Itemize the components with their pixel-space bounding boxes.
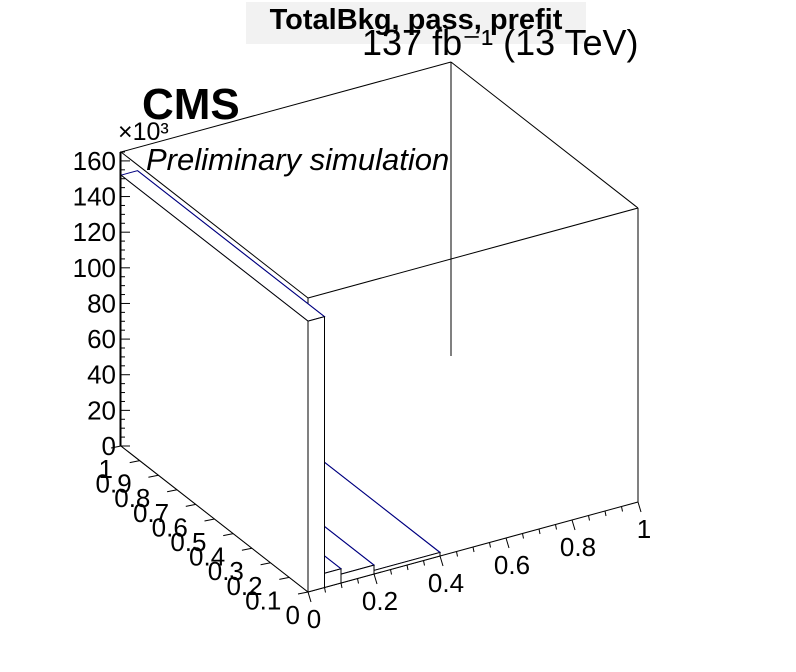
bar-outline <box>137 170 325 318</box>
z-tick-label: 120 <box>73 217 116 247</box>
x-tick-major <box>571 519 576 531</box>
y-tick-major <box>223 533 234 537</box>
z-tick-label: 140 <box>73 182 116 212</box>
y-tick-major <box>260 562 271 566</box>
y-tick-major <box>297 591 309 595</box>
x-tick-minor <box>588 515 590 521</box>
x-tick-minor <box>489 542 491 548</box>
title-box <box>246 2 586 44</box>
y-tick-major <box>129 460 140 464</box>
bar-front-face <box>307 316 325 593</box>
box-edge <box>307 207 639 299</box>
x-tick-minor <box>555 524 557 530</box>
z-tick-label: 0 <box>102 431 116 461</box>
x-tick-minor <box>340 582 343 589</box>
cms-label: CMS <box>142 80 240 129</box>
x-tick-minor <box>357 578 359 584</box>
axes: 02040608010012014016000.20.40.60.8100.10… <box>73 146 652 634</box>
y-tick-major <box>241 547 252 551</box>
x-tick-major <box>373 573 378 585</box>
x-tick-major <box>505 537 510 549</box>
y-tick-major <box>167 489 178 493</box>
y-tick-major <box>148 474 159 478</box>
x-tick-major <box>637 501 642 513</box>
z-tick-label: 100 <box>73 253 116 283</box>
plot-title: TotalBkg, pass, prefit <box>269 4 563 36</box>
z-tick-label: 60 <box>87 324 116 354</box>
y-tick-major <box>185 503 196 507</box>
x-tick-label: 1 <box>637 514 651 544</box>
y-tick-label: 0.7 <box>133 498 169 528</box>
x-tick-minor <box>324 587 326 593</box>
y-tick-label: 0.9 <box>96 469 132 499</box>
x-tick-minor <box>604 510 607 517</box>
y-tick-label: 0.3 <box>208 556 244 586</box>
x-tick-minor <box>621 506 623 512</box>
y-tick-label: 0.2 <box>226 571 262 601</box>
z-tick-label: 80 <box>87 288 116 318</box>
x-tick-label: 0.6 <box>494 550 530 580</box>
x-tick-label: 0.4 <box>428 568 464 598</box>
x-tick-label: 0.8 <box>560 532 596 562</box>
y-tick-major <box>204 518 215 522</box>
x-tick-minor <box>456 551 458 557</box>
x-tick-minor <box>472 546 475 553</box>
x-tick-minor <box>390 569 392 575</box>
y-tick-major <box>279 576 290 580</box>
z-tick-label: 20 <box>87 395 116 425</box>
y-tick-label: 0.6 <box>152 512 188 542</box>
x-tick-major <box>307 591 312 603</box>
x-tick-minor <box>423 560 425 566</box>
back-wall-x1 <box>451 62 638 502</box>
x-tick-minor <box>406 564 409 571</box>
z-tick-label: 160 <box>73 146 116 176</box>
z-axis-exponent: ×10³ <box>118 118 169 146</box>
x-tick-label: 0 <box>307 604 321 634</box>
y-tick-label: 0.8 <box>114 483 150 513</box>
y-tick-label: 0.5 <box>170 527 206 557</box>
preliminary-label: Preliminary simulation <box>146 142 450 177</box>
luminosity-label: 137 fb⁻¹ (13 TeV) <box>362 22 639 63</box>
x-tick-minor <box>538 528 541 535</box>
histogram-bars <box>119 170 442 594</box>
z-tick-label: 40 <box>87 360 116 390</box>
x-tick-major <box>439 555 444 567</box>
box-edge <box>120 61 452 153</box>
x-tick-minor <box>522 533 524 539</box>
box-edge <box>120 151 309 299</box>
x-tick-label: 0.2 <box>362 586 398 616</box>
y-tick-label: 0 <box>286 600 300 630</box>
y-tick-major <box>110 445 122 449</box>
y-tick-label: 1 <box>99 454 113 484</box>
y-tick-label: 0.4 <box>189 542 225 572</box>
y-tick-label: 0.1 <box>245 585 281 615</box>
box-edge <box>450 61 639 209</box>
